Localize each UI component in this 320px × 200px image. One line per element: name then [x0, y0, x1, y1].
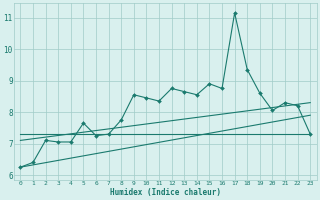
X-axis label: Humidex (Indice chaleur): Humidex (Indice chaleur) — [110, 188, 221, 197]
